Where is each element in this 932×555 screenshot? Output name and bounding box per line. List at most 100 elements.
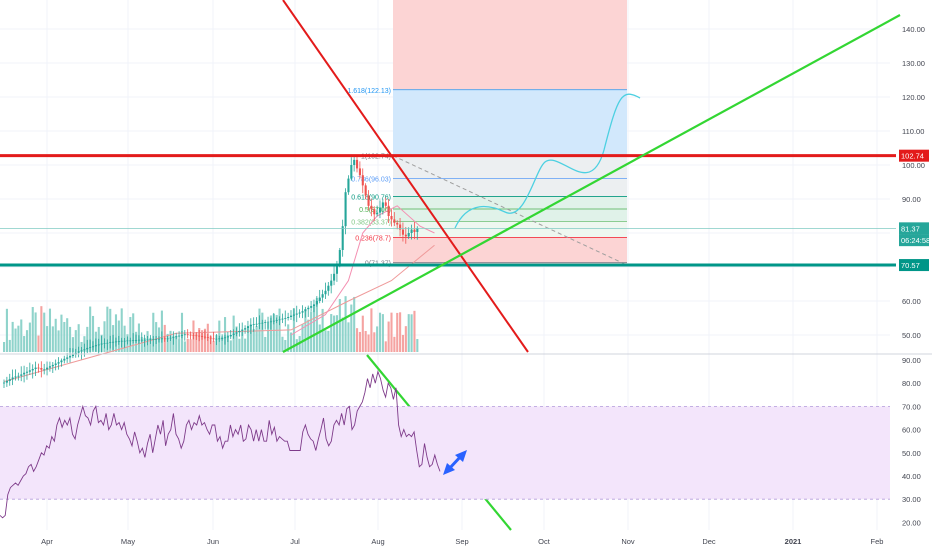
candle	[114, 341, 118, 343]
candle	[103, 343, 106, 344]
candle	[324, 290, 327, 295]
price-tag	[899, 149, 929, 162]
volume-bar	[48, 308, 52, 352]
candle	[66, 357, 69, 359]
candle	[301, 311, 304, 313]
volume-bar	[330, 314, 333, 352]
volume-bar	[17, 325, 20, 352]
volume-bar	[373, 332, 376, 352]
volume-bar	[258, 308, 261, 352]
volume-bar	[304, 309, 307, 352]
candle	[387, 205, 390, 216]
time-tick-label: Sep	[455, 537, 468, 546]
candle	[48, 366, 52, 368]
rsi-line	[0, 370, 441, 519]
volume-bar	[249, 324, 252, 352]
candle	[290, 315, 293, 317]
candle	[203, 336, 206, 338]
candle	[327, 285, 330, 291]
volume-bar	[34, 312, 37, 352]
volume-bar	[77, 324, 80, 352]
candle	[11, 377, 14, 380]
volume-bar	[404, 326, 407, 352]
candle	[112, 341, 115, 343]
candle	[189, 334, 192, 336]
time-tick-label: Oct	[538, 537, 551, 546]
volume-bar	[114, 314, 118, 352]
candle	[218, 338, 221, 340]
candle	[97, 344, 100, 346]
arrow-head	[443, 463, 455, 475]
price-tag-label: 70.57	[901, 261, 920, 270]
candle	[195, 335, 198, 337]
candle	[381, 202, 384, 208]
candle	[410, 229, 413, 233]
volume-bar	[413, 310, 416, 352]
candle	[100, 343, 103, 345]
candle	[226, 336, 229, 338]
rsi-pane	[0, 370, 890, 519]
candle	[120, 340, 123, 342]
volume-bar	[11, 321, 14, 352]
volume-bar	[28, 322, 31, 352]
candle	[169, 337, 172, 339]
candle	[25, 371, 29, 373]
rsi-tick-label: 90.00	[902, 356, 921, 365]
volume-bar	[353, 296, 356, 352]
time-axis: Apr May Jun Jul Aug Sep Oct Nov Dec 2021 Feb	[41, 537, 883, 546]
candle	[157, 338, 161, 340]
price-tick-label: 90.00	[902, 195, 921, 204]
candle	[321, 294, 324, 298]
price-tag	[899, 234, 929, 247]
time-tick-label: May	[121, 537, 135, 546]
candle	[399, 224, 402, 230]
candle	[215, 338, 218, 340]
candle	[318, 297, 321, 301]
fib-zone-light	[393, 221, 627, 238]
candle	[312, 304, 316, 307]
candle	[330, 280, 333, 286]
volume-bar	[80, 341, 83, 352]
candle	[20, 374, 23, 376]
time-tick-label: Jul	[290, 537, 300, 546]
volume-bar	[46, 326, 49, 352]
volume-bar	[103, 321, 106, 352]
volume-bar	[120, 308, 123, 352]
candle	[264, 322, 267, 323]
price-tick-label: 120.00	[902, 93, 925, 102]
volume-bar	[399, 312, 402, 352]
candle	[129, 340, 132, 342]
volume-bar	[189, 339, 192, 352]
arrow-head	[455, 450, 467, 462]
volume-bar	[60, 314, 63, 352]
volume-bar	[335, 315, 339, 352]
candle	[175, 336, 178, 338]
volume-bar	[358, 331, 361, 352]
price-tag-label: 102.74	[901, 152, 924, 161]
volume-bar	[338, 299, 341, 352]
volume-bar	[203, 328, 206, 352]
price-tick-label: 110.00	[902, 127, 924, 136]
candle	[91, 346, 95, 348]
candle	[60, 360, 63, 363]
volume-bar	[390, 312, 393, 352]
candle	[401, 229, 405, 235]
volume-bar	[238, 338, 241, 352]
volume-bar	[324, 330, 327, 352]
rsi-band	[0, 406, 890, 500]
volume-bar	[166, 333, 169, 352]
candle	[396, 222, 399, 225]
double-arrow-icon	[443, 450, 467, 475]
candle	[109, 342, 112, 343]
volume-bar	[3, 342, 6, 352]
candle	[281, 318, 284, 320]
volume-bar	[244, 338, 247, 352]
candle	[378, 207, 382, 213]
candle	[14, 376, 17, 378]
candle	[235, 332, 238, 334]
volume-bar	[378, 312, 382, 352]
volume-bar	[43, 312, 46, 352]
candle	[54, 363, 57, 365]
